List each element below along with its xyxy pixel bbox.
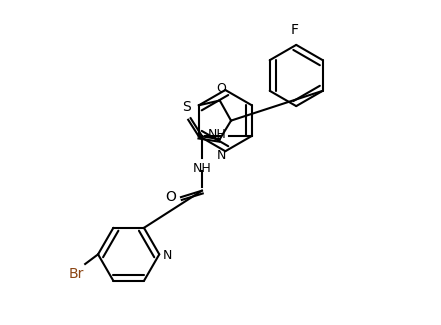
Text: NH: NH [193,162,211,175]
Text: N: N [163,250,172,263]
Text: F: F [291,23,299,37]
Text: Br: Br [68,267,83,281]
Text: O: O [217,82,226,95]
Text: N: N [217,149,226,162]
Text: O: O [165,190,176,204]
Text: NH: NH [207,128,226,141]
Text: S: S [183,100,191,114]
